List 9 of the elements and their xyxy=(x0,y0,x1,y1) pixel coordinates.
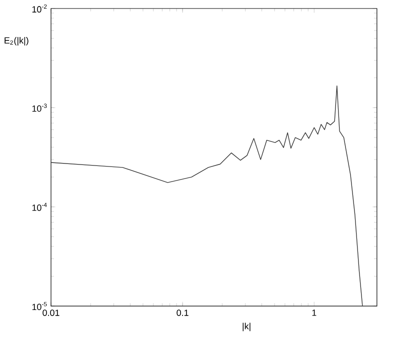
y-tick-label: 10$^{-4}$ xyxy=(32,203,47,212)
y-axis-title: E$_{2}$(|k|) xyxy=(4,37,28,46)
y-tick-label: 10$^{-5}$ xyxy=(32,302,47,310)
y-tick-label: 10$^{-2}$ xyxy=(32,4,47,13)
y-tick-label: 10$^{-3}$ xyxy=(32,104,47,112)
x-tick-label: 0.1 xyxy=(176,310,188,316)
x-tick-label: 1 xyxy=(312,310,316,316)
x-tick-label: 0.01 xyxy=(42,310,60,316)
x-axis-title: |k| xyxy=(242,322,250,332)
